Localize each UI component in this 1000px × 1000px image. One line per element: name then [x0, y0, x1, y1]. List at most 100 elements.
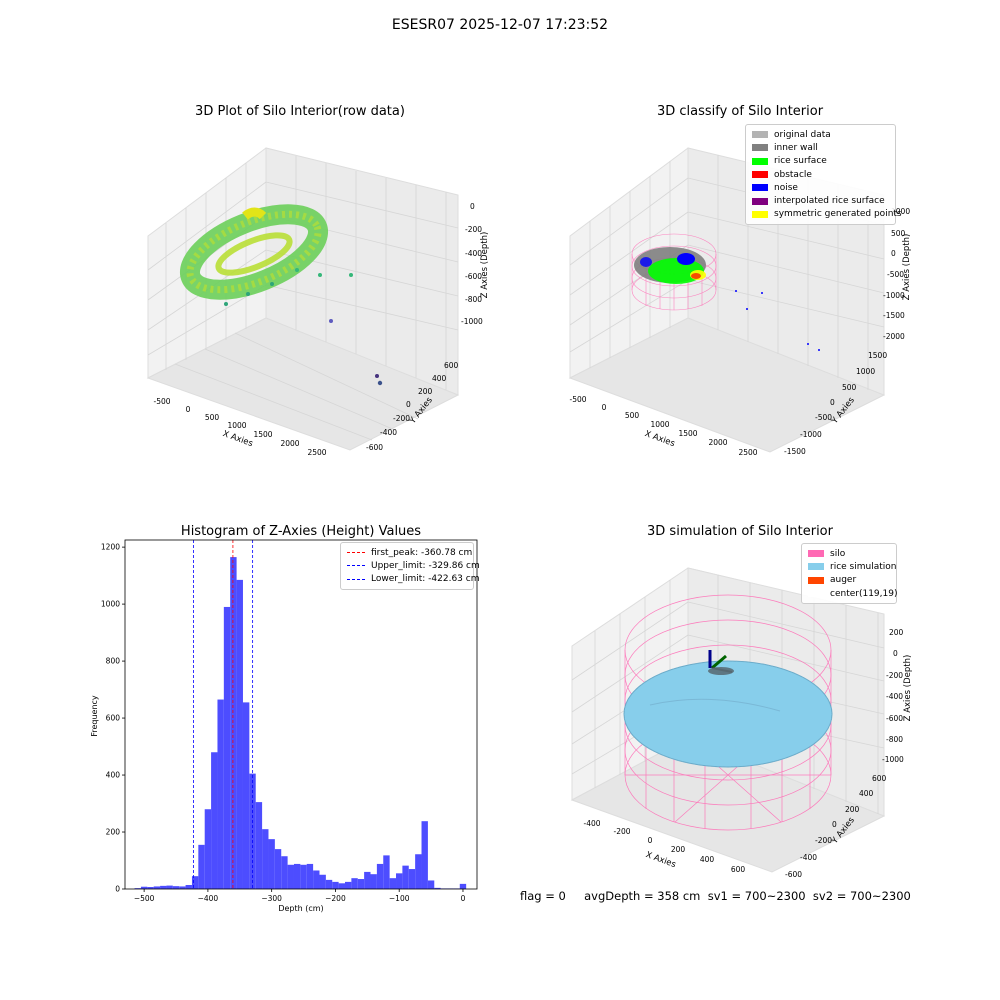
sim-ztick: -1000: [882, 755, 904, 764]
classify-point-cloud: [631, 233, 820, 351]
legend-swatch: [808, 576, 824, 584]
histogram-bar: [242, 702, 250, 889]
raw-ztick: -600: [465, 272, 482, 281]
legend-item-original-data: original data: [752, 128, 889, 141]
sim-ztick: -600: [886, 714, 903, 723]
histogram-bar: [357, 879, 365, 889]
sim-ytick: 400: [859, 789, 874, 798]
sim-ytick: -200: [815, 836, 832, 845]
simulation-legend: silo rice simulation auger center(119,19…: [801, 543, 898, 605]
histogram-bar: [313, 870, 320, 889]
histogram-bar: [274, 849, 282, 889]
legend-label: rice simulation: [830, 561, 897, 572]
status-footer: flag = 0 avgDepth = 358 cm sv1 = 700~230…: [520, 889, 911, 903]
classify-ytick: 500: [842, 383, 857, 392]
sim-ztick: -200: [886, 671, 903, 680]
legend-item-upper-limit: Upper_limit: -329.86 cm: [347, 559, 480, 572]
histogram-ytick-label: 1000: [101, 600, 120, 609]
legend-item-silo: silo: [808, 547, 890, 560]
histogram-bar: [191, 876, 199, 889]
simulation-3d-plot: -400 -200 0 200 400 600 600 400 200 0 -2…: [570, 567, 913, 879]
histogram-bar: [306, 863, 314, 889]
histogram-bar: [204, 809, 212, 889]
histogram-bar: [153, 886, 161, 889]
simulation-render: [623, 594, 833, 831]
histogram-bar: [179, 886, 186, 889]
histogram-ytick-label: 600: [106, 714, 121, 723]
legend-swatch: [752, 184, 768, 192]
sim-zlabel: Z Axies (Depth): [903, 655, 913, 722]
sim-xtick: 600: [731, 865, 746, 874]
histogram-bar: [255, 802, 263, 889]
histogram-xlabel: Depth (cm): [278, 904, 323, 913]
legend-swatch: [752, 144, 768, 152]
classify-xtick: -500: [569, 395, 586, 404]
raw-3d-axes-panes: [146, 147, 460, 451]
legend-item-noise: noise: [752, 181, 889, 194]
legend-label: first_peak: -360.78 cm: [371, 547, 473, 558]
legend-swatch: [752, 157, 768, 165]
raw-xtick: 1000: [227, 421, 246, 430]
legend-swatch: [752, 210, 768, 218]
histogram-legend: first_peak: -360.78 cm Upper_limit: -329…: [340, 542, 480, 590]
raw-ytick: 600: [444, 361, 459, 370]
legend-label: obstacle: [774, 169, 812, 180]
classify-ztick: -2000: [883, 332, 905, 341]
classify-ytick: -1000: [800, 430, 822, 439]
classify-ytick: -1500: [784, 447, 806, 456]
legend-label: auger: [830, 575, 857, 586]
classify-ztick: -1000: [883, 291, 905, 300]
histogram-bar: [281, 856, 288, 889]
legend-label: symmetric generated points: [774, 209, 902, 220]
histogram-bar: [217, 699, 224, 889]
raw-plot-title: 3D Plot of Silo Interior(row data): [195, 104, 405, 119]
legend-label: Lower_limit: -422.63 cm: [371, 574, 480, 585]
histogram-bar: [223, 606, 231, 889]
legend-label: center(119,19): [830, 588, 898, 599]
legend-label: silo: [830, 548, 846, 559]
histogram-bar: [383, 855, 390, 889]
histogram-xtick-label: −500: [134, 894, 155, 903]
histogram-bar: [389, 878, 397, 889]
histogram-xtick-label: −100: [389, 894, 410, 903]
raw-3d-plot: -500 0 500 1000 1500 2000 2500 600 400 2…: [146, 147, 490, 457]
legend-label: inner wall: [774, 142, 818, 153]
histogram-bar: [434, 887, 441, 889]
histogram-bar: [345, 881, 352, 889]
histogram-bar: [198, 844, 205, 889]
classify-plot-title: 3D classify of Silo Interior: [656, 104, 824, 119]
histogram-bar: [262, 829, 269, 889]
raw-point-cloud: [179, 204, 383, 386]
legend-swatch: [808, 550, 824, 558]
classify-ztick: 1000: [891, 207, 910, 216]
histogram-xtick-label: −200: [325, 894, 346, 903]
histogram-bar: [172, 886, 180, 889]
sim-ztick: -800: [886, 735, 903, 744]
raw-xtick: 2500: [307, 448, 326, 457]
histogram-bar: [268, 839, 275, 889]
classify-xtick: 500: [625, 411, 640, 420]
histogram-bar: [236, 579, 243, 889]
histogram-bar: [230, 557, 237, 889]
legend-line: [347, 552, 365, 554]
raw-xtick: 2000: [280, 439, 299, 448]
sim-ytick: 200: [845, 805, 860, 814]
classify-xtick: 2500: [738, 448, 757, 457]
sim-xtick: 0: [648, 836, 653, 845]
legend-item-interpolated-rice-surface: interpolated rice surface: [752, 194, 889, 207]
classify-ytick: 1500: [868, 351, 887, 360]
raw-ytick: -600: [366, 443, 383, 452]
legend-line: [347, 565, 365, 567]
histogram-bar: [351, 878, 358, 889]
histogram-bar: [160, 885, 167, 889]
histogram-bar: [325, 879, 333, 889]
raw-xlabel: X Axies: [221, 429, 254, 449]
classify-zlabel: Z Axies (Depth): [902, 234, 912, 301]
raw-ytick: 200: [418, 387, 433, 396]
legend-item-inner-wall: inner wall: [752, 141, 889, 154]
histogram-chart: −500 −400 −300 −200 −100 0 0 200 400 600 800 1000 12…: [90, 539, 478, 913]
histogram-bar: [134, 888, 141, 889]
sim-xtick: 400: [700, 855, 715, 864]
histogram-bar: [185, 885, 192, 889]
histogram-bar: [140, 886, 148, 889]
